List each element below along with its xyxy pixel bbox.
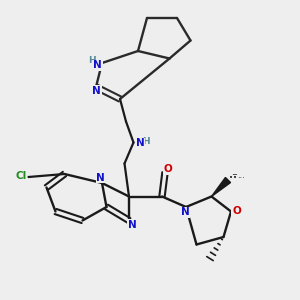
Text: O: O <box>164 164 172 174</box>
Text: N: N <box>92 85 101 96</box>
Polygon shape <box>212 178 230 196</box>
Text: •••: ••• <box>230 176 242 182</box>
Text: H: H <box>88 56 95 65</box>
Text: N: N <box>136 138 145 148</box>
Text: N: N <box>93 60 102 70</box>
Text: N: N <box>96 172 105 183</box>
Text: ···: ··· <box>237 174 245 183</box>
Text: Cl: Cl <box>15 171 27 182</box>
Text: N: N <box>128 220 136 230</box>
Text: O: O <box>232 206 241 216</box>
Text: ─: ─ <box>232 172 237 178</box>
Text: N: N <box>181 207 190 218</box>
Text: H: H <box>142 137 150 146</box>
